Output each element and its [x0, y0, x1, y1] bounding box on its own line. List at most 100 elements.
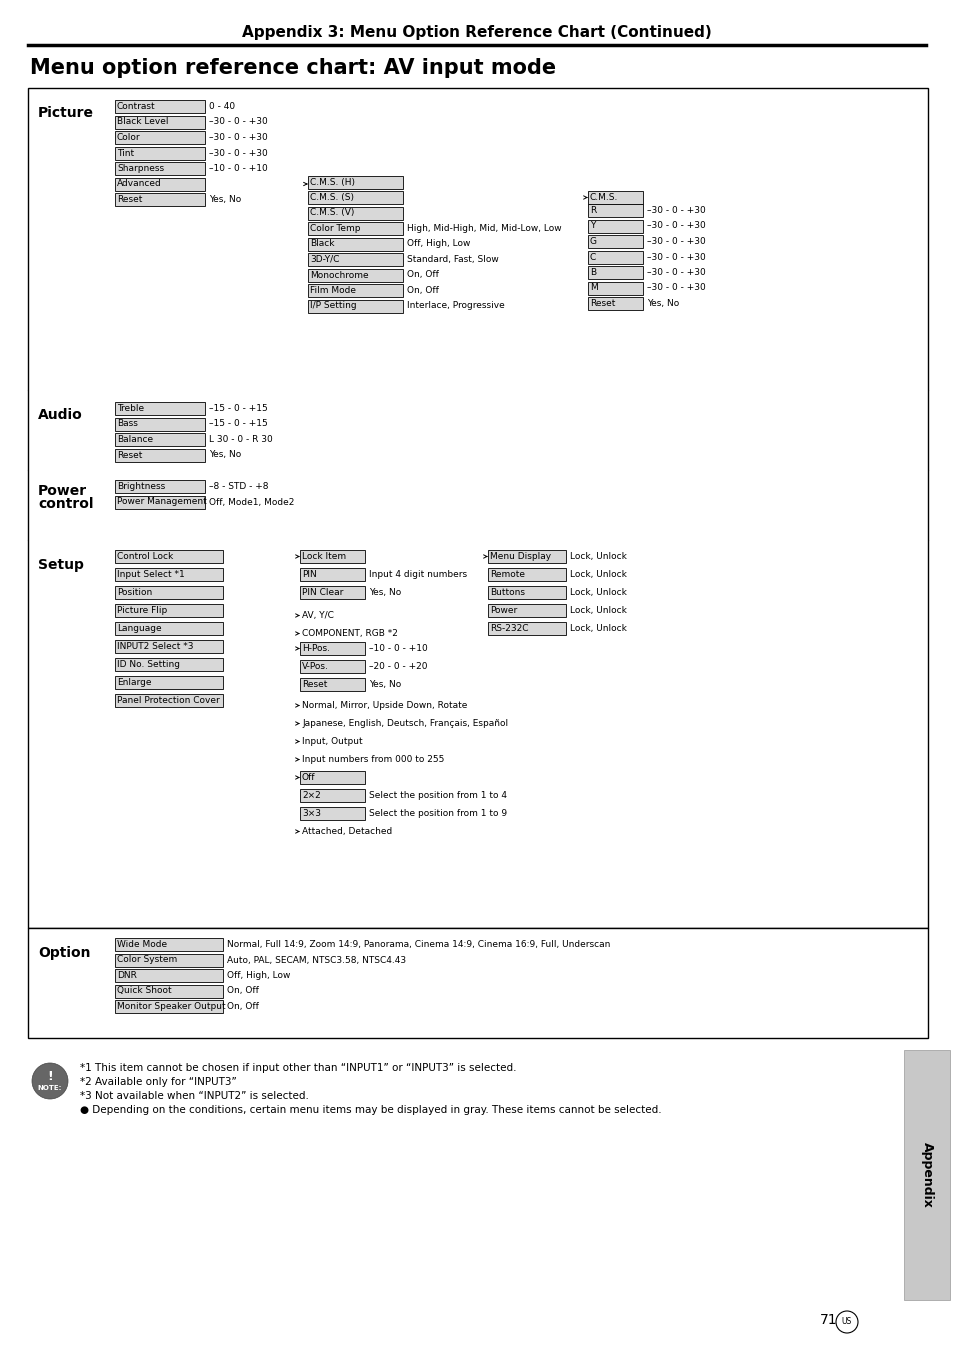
Text: On, Off: On, Off	[407, 286, 438, 295]
Bar	[299, 550, 365, 563]
Text: Select the position from 1 to 9: Select the position from 1 to 9	[369, 809, 507, 817]
Bar	[115, 177, 205, 190]
Text: Advanced: Advanced	[117, 180, 162, 189]
Bar	[587, 235, 642, 249]
Text: Yes, No: Yes, No	[646, 299, 679, 308]
Text: Input, Output: Input, Output	[302, 738, 362, 746]
Text: –8 - STD - +8: –8 - STD - +8	[209, 482, 268, 490]
Text: Normal, Mirror, Upside Down, Rotate: Normal, Mirror, Upside Down, Rotate	[302, 701, 467, 711]
Bar	[488, 550, 565, 563]
Text: Reset: Reset	[117, 450, 142, 459]
Text: PIN Clear: PIN Clear	[302, 588, 343, 597]
Bar	[115, 434, 205, 446]
Text: RS-232C: RS-232C	[490, 624, 528, 634]
Bar	[299, 661, 365, 673]
Bar	[299, 807, 365, 820]
Bar	[115, 193, 205, 205]
Bar	[115, 550, 223, 563]
Text: Off, High, Low: Off, High, Low	[407, 239, 470, 249]
Text: Reset: Reset	[589, 299, 615, 308]
Text: !: !	[47, 1070, 52, 1084]
Text: Remote: Remote	[490, 570, 524, 580]
Text: Lock, Unlock: Lock, Unlock	[569, 607, 626, 615]
Text: AV, Y/C: AV, Y/C	[302, 611, 334, 620]
Bar	[587, 281, 642, 295]
Text: Picture: Picture	[38, 105, 94, 120]
Bar	[115, 586, 223, 598]
Text: M: M	[589, 284, 598, 293]
Text: Film Mode: Film Mode	[310, 286, 355, 295]
Text: Lock, Unlock: Lock, Unlock	[569, 570, 626, 580]
Text: Power Management: Power Management	[117, 497, 207, 507]
Text: –30 - 0 - +30: –30 - 0 - +30	[646, 222, 705, 231]
Text: C.M.S. (V): C.M.S. (V)	[310, 208, 354, 218]
Text: ● Depending on the conditions, certain menu items may be displayed in gray. Thes: ● Depending on the conditions, certain m…	[80, 1105, 661, 1115]
Text: Lock, Unlock: Lock, Unlock	[569, 624, 626, 634]
Bar	[115, 567, 223, 581]
Text: 0 - 40: 0 - 40	[209, 101, 234, 111]
Text: Select the position from 1 to 4: Select the position from 1 to 4	[369, 790, 506, 800]
Bar	[115, 100, 205, 113]
Text: Monitor Speaker Output: Monitor Speaker Output	[117, 1002, 226, 1011]
Circle shape	[835, 1310, 857, 1333]
Text: Interlace, Progressive: Interlace, Progressive	[407, 301, 504, 311]
Text: Quick Shoot: Quick Shoot	[117, 986, 172, 996]
Text: Attached, Detached: Attached, Detached	[302, 827, 392, 836]
Text: Lock, Unlock: Lock, Unlock	[569, 553, 626, 561]
Text: C.M.S. (S): C.M.S. (S)	[310, 193, 354, 203]
Text: –30 - 0 - +30: –30 - 0 - +30	[209, 132, 268, 142]
Text: Off: Off	[302, 773, 315, 782]
Bar	[115, 676, 223, 689]
Bar	[308, 222, 402, 235]
Text: V-Pos.: V-Pos.	[302, 662, 329, 671]
Text: R: R	[589, 205, 596, 215]
Bar	[488, 621, 565, 635]
Text: H-Pos.: H-Pos.	[302, 644, 330, 653]
Text: Color Temp: Color Temp	[310, 224, 360, 232]
Text: 2×2: 2×2	[302, 790, 320, 800]
Text: Option: Option	[38, 946, 91, 961]
Bar	[115, 131, 205, 145]
Bar	[308, 253, 402, 266]
Text: Picture Flip: Picture Flip	[117, 607, 167, 615]
Bar	[587, 297, 642, 309]
Text: B: B	[589, 267, 596, 277]
Bar	[488, 586, 565, 598]
Text: Input 4 digit numbers: Input 4 digit numbers	[369, 570, 467, 580]
Text: *1 This item cannot be chosen if input other than “INPUT1” or “INPUT3” is select: *1 This item cannot be chosen if input o…	[80, 1063, 516, 1073]
Bar	[308, 207, 402, 219]
Text: INPUT2 Select *3: INPUT2 Select *3	[117, 642, 193, 651]
Bar	[488, 567, 565, 581]
Text: Y: Y	[589, 222, 595, 231]
Text: Contrast: Contrast	[117, 101, 155, 111]
Text: Menu Display: Menu Display	[490, 553, 551, 561]
Text: Lock Item: Lock Item	[302, 553, 346, 561]
Text: COMPONENT, RGB *2: COMPONENT, RGB *2	[302, 630, 397, 638]
Bar	[115, 480, 205, 493]
Text: ID No. Setting: ID No. Setting	[117, 661, 180, 669]
Text: –30 - 0 - +30: –30 - 0 - +30	[646, 267, 705, 277]
Text: Menu option reference chart: AV input mode: Menu option reference chart: AV input mo…	[30, 58, 556, 78]
Bar	[308, 284, 402, 297]
Text: –15 - 0 - +15: –15 - 0 - +15	[209, 404, 268, 413]
Text: Input numbers from 000 to 255: Input numbers from 000 to 255	[302, 755, 444, 765]
Text: Input Select *1: Input Select *1	[117, 570, 185, 580]
Bar	[299, 642, 365, 655]
Text: –30 - 0 - +30: –30 - 0 - +30	[209, 149, 268, 158]
Text: –30 - 0 - +30: –30 - 0 - +30	[209, 118, 268, 127]
Text: Normal, Full 14:9, Zoom 14:9, Panorama, Cinema 14:9, Cinema 16:9, Full, Undersca: Normal, Full 14:9, Zoom 14:9, Panorama, …	[227, 940, 610, 948]
Bar	[587, 250, 642, 263]
Text: Enlarge: Enlarge	[117, 678, 152, 688]
Bar	[115, 640, 223, 653]
Text: –10 - 0 - +10: –10 - 0 - +10	[209, 163, 268, 173]
Bar	[115, 694, 223, 707]
Text: Sharpness: Sharpness	[117, 163, 164, 173]
Bar	[308, 238, 402, 250]
Text: –30 - 0 - +30: –30 - 0 - +30	[646, 205, 705, 215]
Bar	[299, 678, 365, 690]
Text: C.M.S. (H): C.M.S. (H)	[310, 177, 355, 186]
Text: Panel Protection Cover: Panel Protection Cover	[117, 696, 219, 705]
Text: Language: Language	[117, 624, 161, 634]
Text: 3D-Y/C: 3D-Y/C	[310, 255, 339, 263]
Text: *2 Available only for “INPUT3”: *2 Available only for “INPUT3”	[80, 1077, 236, 1088]
